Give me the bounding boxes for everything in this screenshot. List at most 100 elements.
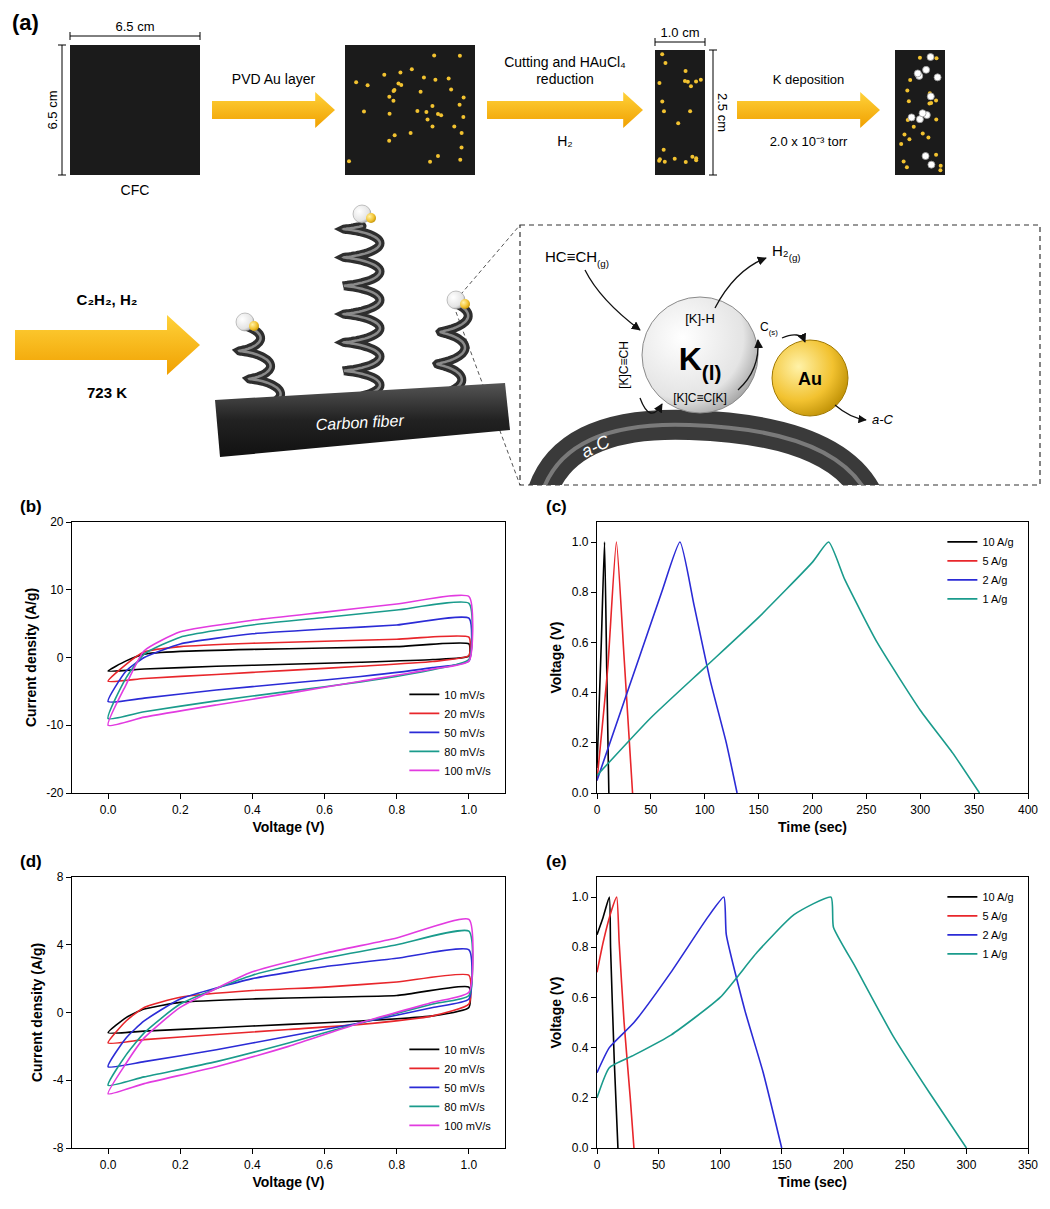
svg-text:0.2: 0.2 <box>172 1158 189 1172</box>
svg-text:350: 350 <box>964 803 984 817</box>
svg-text:0.0: 0.0 <box>100 803 117 817</box>
svg-text:6.5 cm: 6.5 cm <box>45 90 60 129</box>
svg-text:100: 100 <box>710 1158 730 1172</box>
svg-text:0: 0 <box>57 651 64 665</box>
svg-text:300: 300 <box>956 1158 976 1172</box>
svg-text:(b): (b) <box>20 497 42 516</box>
svg-text:0.2: 0.2 <box>172 803 189 817</box>
svg-text:200: 200 <box>833 1158 853 1172</box>
svg-text:100: 100 <box>695 803 715 817</box>
svg-text:0: 0 <box>594 1158 601 1172</box>
svg-text:CFC: CFC <box>121 182 150 198</box>
svg-text:100 mV/s: 100 mV/s <box>444 1120 491 1132</box>
svg-text:0.0: 0.0 <box>572 786 589 800</box>
svg-text:C₂H₂, H₂: C₂H₂, H₂ <box>77 291 138 308</box>
svg-text:1.0 cm: 1.0 cm <box>660 25 699 40</box>
svg-text:200: 200 <box>802 803 822 817</box>
svg-text:250: 250 <box>856 803 876 817</box>
svg-text:Current density (A/g): Current density (A/g) <box>23 588 39 727</box>
svg-text:1 A/g: 1 A/g <box>982 948 1007 960</box>
svg-text:0.8: 0.8 <box>388 1158 405 1172</box>
svg-text:0.8: 0.8 <box>572 585 589 599</box>
svg-text:10 mV/s: 10 mV/s <box>444 1044 485 1056</box>
svg-text:723 K: 723 K <box>87 384 127 401</box>
svg-text:10 mV/s: 10 mV/s <box>444 689 485 701</box>
svg-text:0: 0 <box>57 1006 64 1020</box>
svg-text:0.8: 0.8 <box>572 940 589 954</box>
svg-text:-4: -4 <box>53 1073 64 1087</box>
svg-text:(a): (a) <box>12 10 39 35</box>
svg-text:Current density (A/g): Current density (A/g) <box>29 943 45 1082</box>
svg-text:PVD Au layer: PVD Au layer <box>232 71 316 87</box>
svg-text:0.6: 0.6 <box>572 636 589 650</box>
svg-text:2.5 cm: 2.5 cm <box>715 93 730 132</box>
svg-text:-8: -8 <box>53 1141 64 1155</box>
svg-text:0: 0 <box>594 803 601 817</box>
svg-text:K deposition: K deposition <box>773 72 845 87</box>
svg-text:H₂(g): H₂(g) <box>772 242 801 263</box>
svg-text:-20: -20 <box>46 786 64 800</box>
svg-text:80 mV/s: 80 mV/s <box>444 1101 485 1113</box>
svg-text:20 mV/s: 20 mV/s <box>444 1063 485 1075</box>
svg-text:300: 300 <box>910 803 930 817</box>
svg-text:350: 350 <box>1018 1158 1038 1172</box>
svg-text:20: 20 <box>50 515 64 529</box>
svg-text:1.0: 1.0 <box>572 890 589 904</box>
svg-text:0.0: 0.0 <box>100 1158 117 1172</box>
svg-text:5 A/g: 5 A/g <box>982 910 1007 922</box>
svg-text:10 A/g: 10 A/g <box>982 891 1013 903</box>
svg-text:HC≡CH(g): HC≡CH(g) <box>545 248 609 269</box>
svg-text:2 A/g: 2 A/g <box>982 574 1007 586</box>
svg-text:(d): (d) <box>20 852 42 871</box>
svg-text:1 A/g: 1 A/g <box>982 593 1007 605</box>
svg-text:Cutting and HAuCl₄: Cutting and HAuCl₄ <box>504 54 626 70</box>
svg-text:8: 8 <box>57 870 64 884</box>
svg-text:[K]C≡CH: [K]C≡CH <box>617 341 631 389</box>
svg-text:50 mV/s: 50 mV/s <box>444 1082 485 1094</box>
svg-text:a-C: a-C <box>578 431 614 462</box>
svg-text:(e): (e) <box>546 852 567 871</box>
svg-text:Time (sec): Time (sec) <box>778 819 847 835</box>
svg-text:Time (sec): Time (sec) <box>778 1174 847 1190</box>
svg-text:1.0: 1.0 <box>461 803 478 817</box>
svg-text:1.0: 1.0 <box>572 535 589 549</box>
svg-text:6.5 cm: 6.5 cm <box>115 19 154 34</box>
svg-text:50: 50 <box>652 1158 666 1172</box>
svg-text:0.2: 0.2 <box>572 1091 589 1105</box>
svg-text:[K]C≡C[K]: [K]C≡C[K] <box>673 391 727 405</box>
svg-text:Carbon fiber: Carbon fiber <box>315 412 404 434</box>
svg-text:-10: -10 <box>46 718 64 732</box>
svg-text:Voltage (V): Voltage (V) <box>548 621 564 693</box>
svg-text:0.2: 0.2 <box>572 736 589 750</box>
svg-text:20 mV/s: 20 mV/s <box>444 708 485 720</box>
svg-text:400: 400 <box>1018 803 1038 817</box>
svg-text:150: 150 <box>772 1158 792 1172</box>
svg-text:0.4: 0.4 <box>244 803 261 817</box>
svg-text:H₂: H₂ <box>557 133 573 149</box>
svg-text:2 A/g: 2 A/g <box>982 929 1007 941</box>
svg-text:0.4: 0.4 <box>572 686 589 700</box>
svg-text:(c): (c) <box>546 497 567 516</box>
svg-text:[K]-H: [K]-H <box>685 311 715 326</box>
svg-text:Au: Au <box>798 369 822 389</box>
svg-text:150: 150 <box>749 803 769 817</box>
svg-text:1.0: 1.0 <box>461 1158 478 1172</box>
svg-text:0.0: 0.0 <box>572 1141 589 1155</box>
svg-text:5 A/g: 5 A/g <box>982 555 1007 567</box>
svg-text:50 mV/s: 50 mV/s <box>444 727 485 739</box>
svg-text:100 mV/s: 100 mV/s <box>444 765 491 777</box>
svg-text:50: 50 <box>644 803 658 817</box>
svg-text:Voltage (V): Voltage (V) <box>252 1174 324 1190</box>
svg-text:Voltage (V): Voltage (V) <box>548 976 564 1048</box>
svg-text:80 mV/s: 80 mV/s <box>444 746 485 758</box>
svg-text:0.8: 0.8 <box>388 803 405 817</box>
svg-text:10 A/g: 10 A/g <box>982 536 1013 548</box>
svg-text:C(s): C(s) <box>760 320 778 337</box>
svg-text:0.6: 0.6 <box>316 1158 333 1172</box>
svg-text:reduction: reduction <box>536 71 594 87</box>
svg-text:0.6: 0.6 <box>316 803 333 817</box>
svg-text:0.4: 0.4 <box>572 1041 589 1055</box>
svg-text:K(l): K(l) <box>679 341 722 384</box>
svg-text:0.4: 0.4 <box>244 1158 261 1172</box>
svg-text:250: 250 <box>895 1158 915 1172</box>
